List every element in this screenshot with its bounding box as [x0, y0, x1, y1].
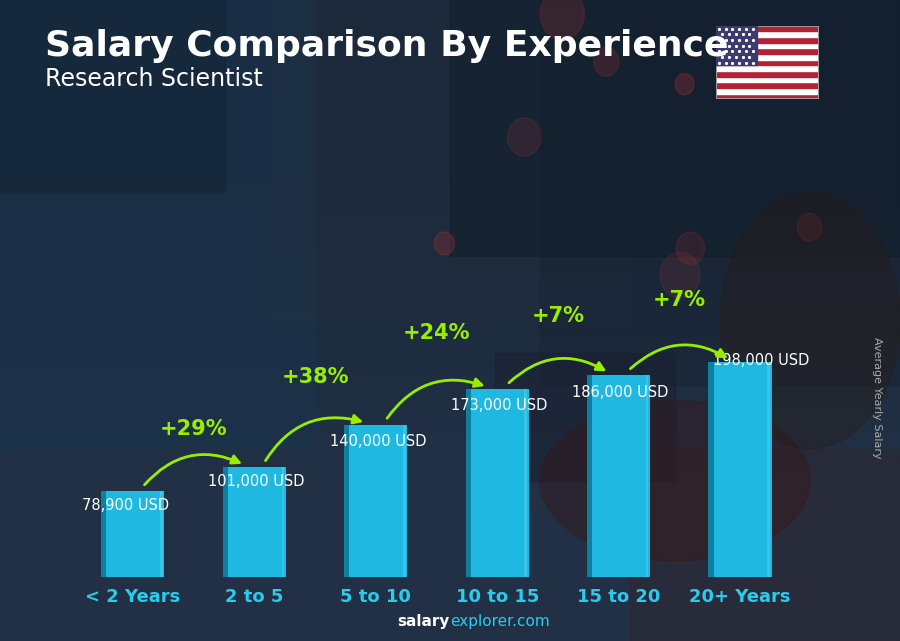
- Ellipse shape: [434, 232, 454, 255]
- Bar: [270, 0, 630, 320]
- Bar: [465, 389, 529, 577]
- Bar: [465, 389, 471, 577]
- Bar: [716, 26, 757, 65]
- Bar: [716, 82, 819, 88]
- Ellipse shape: [660, 253, 700, 298]
- Bar: [716, 88, 819, 94]
- Bar: [450, 0, 900, 256]
- Bar: [0, 0, 225, 192]
- Bar: [768, 362, 769, 577]
- Ellipse shape: [508, 118, 541, 156]
- Text: salary: salary: [398, 615, 450, 629]
- Bar: [716, 31, 819, 37]
- Bar: [716, 71, 819, 77]
- Bar: [716, 48, 819, 54]
- Bar: [630, 449, 900, 641]
- Text: 78,900 USD: 78,900 USD: [82, 498, 169, 513]
- Ellipse shape: [540, 401, 810, 561]
- Bar: [716, 43, 819, 48]
- Bar: [708, 362, 771, 577]
- Text: 101,000 USD: 101,000 USD: [208, 474, 305, 489]
- Ellipse shape: [797, 213, 822, 241]
- Bar: [344, 425, 408, 577]
- Text: Salary Comparison By Experience: Salary Comparison By Experience: [45, 29, 728, 63]
- Ellipse shape: [594, 47, 619, 76]
- Bar: [646, 375, 648, 577]
- Bar: [223, 467, 228, 577]
- Bar: [540, 0, 900, 385]
- Bar: [708, 362, 714, 577]
- Ellipse shape: [720, 192, 900, 449]
- Bar: [716, 26, 819, 31]
- Text: 186,000 USD: 186,000 USD: [572, 385, 669, 400]
- Bar: [344, 425, 349, 577]
- Bar: [587, 375, 650, 577]
- Text: Average Yearly Salary: Average Yearly Salary: [872, 337, 883, 458]
- Ellipse shape: [540, 0, 584, 40]
- Bar: [525, 389, 527, 577]
- Text: +29%: +29%: [160, 419, 228, 439]
- Bar: [102, 491, 106, 577]
- Text: +24%: +24%: [402, 323, 470, 344]
- Ellipse shape: [676, 232, 705, 265]
- Ellipse shape: [675, 74, 694, 95]
- Bar: [716, 65, 819, 71]
- Text: Research Scientist: Research Scientist: [45, 67, 263, 91]
- Text: 140,000 USD: 140,000 USD: [329, 434, 426, 449]
- Bar: [223, 467, 286, 577]
- Bar: [495, 353, 675, 481]
- Bar: [716, 60, 819, 65]
- Bar: [160, 491, 163, 577]
- Bar: [587, 375, 592, 577]
- Bar: [716, 54, 819, 60]
- Text: 173,000 USD: 173,000 USD: [451, 399, 547, 413]
- Text: +7%: +7%: [652, 290, 706, 310]
- Bar: [102, 491, 165, 577]
- Bar: [716, 77, 819, 82]
- Text: +7%: +7%: [531, 306, 584, 326]
- Text: explorer.com: explorer.com: [450, 615, 550, 629]
- Text: +38%: +38%: [282, 367, 349, 387]
- Text: 198,000 USD: 198,000 USD: [714, 353, 810, 368]
- Bar: [716, 37, 819, 43]
- Bar: [403, 425, 406, 577]
- Bar: [716, 94, 819, 99]
- Bar: [0, 0, 315, 449]
- Bar: [282, 467, 284, 577]
